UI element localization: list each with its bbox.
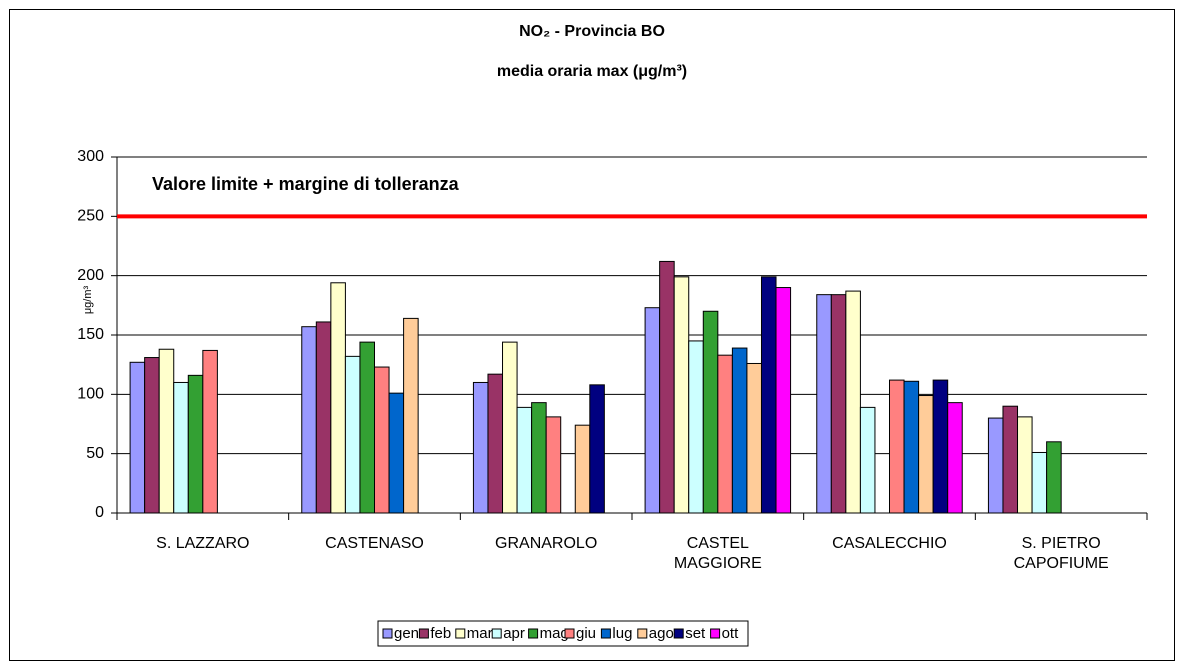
bar — [330, 282, 346, 514]
legend-label: ott — [722, 625, 740, 642]
bar — [830, 294, 847, 514]
legend-label: mar — [467, 625, 493, 642]
bar — [746, 362, 762, 514]
bar — [301, 326, 317, 514]
legend-label: giu — [576, 625, 596, 642]
bar — [531, 402, 547, 514]
x-tick-label: GRANAROLO — [495, 535, 598, 552]
bar — [144, 357, 160, 514]
y-tick-label: 0 — [95, 504, 104, 521]
y-tick-label: 100 — [77, 386, 104, 403]
bar — [760, 276, 777, 514]
bar — [472, 381, 489, 514]
y-tick-label: 200 — [77, 267, 104, 284]
bar — [545, 416, 562, 514]
bar — [918, 395, 934, 514]
bar — [688, 340, 704, 514]
bar — [202, 349, 218, 514]
x-tick-label: S. LAZZARO — [156, 535, 250, 552]
bar — [889, 379, 905, 514]
x-tick-label: S. PIETRO CAPOFIUME — [1013, 535, 1109, 572]
bar — [502, 341, 518, 514]
legend-box — [377, 620, 749, 647]
bar — [129, 361, 146, 514]
legend-label: gen — [394, 625, 419, 642]
bar — [1002, 405, 1019, 514]
legend-swatch — [418, 628, 429, 639]
bar — [644, 307, 661, 514]
bar — [845, 290, 861, 514]
x-tick-label: CASALECCHIO — [832, 535, 947, 552]
bar — [932, 379, 949, 514]
legend-swatch — [491, 628, 502, 639]
bar — [775, 287, 792, 514]
legend-label: ago — [649, 625, 674, 642]
bar — [987, 417, 1004, 514]
y-tick-label: 50 — [86, 445, 104, 462]
bar — [1031, 451, 1048, 514]
legend-swatch — [382, 628, 393, 639]
bar — [516, 406, 533, 514]
bar — [403, 317, 419, 514]
y-axis-label: μg/m³ — [82, 285, 94, 314]
bar — [388, 392, 405, 514]
chart-title: NO₂ - Provincia BO — [519, 23, 665, 40]
bar — [574, 424, 591, 514]
bar — [717, 354, 733, 514]
legend-swatch — [600, 628, 611, 639]
legend-swatch — [710, 628, 721, 639]
legend-label: feb — [430, 625, 451, 642]
legend-label: mag — [540, 625, 569, 642]
bar — [1017, 416, 1033, 514]
bar — [487, 373, 504, 514]
legend-swatch — [637, 628, 648, 639]
bar — [173, 381, 189, 514]
bar — [859, 406, 876, 514]
bar — [187, 374, 204, 514]
bar — [947, 402, 963, 514]
bar — [374, 366, 390, 514]
bar — [673, 276, 690, 514]
x-tick-label: CASTEL MAGGIORE — [673, 535, 762, 572]
legend-label: lug — [612, 625, 632, 642]
bar — [1046, 441, 1062, 514]
bar — [903, 380, 920, 514]
bar — [589, 384, 605, 514]
y-tick-label: 250 — [77, 208, 104, 225]
y-tick-label: 300 — [77, 148, 104, 165]
bar — [359, 341, 375, 514]
x-tick-label: CASTENASO — [325, 535, 424, 552]
limit-label: Valore limite + margine di tolleranza — [152, 174, 460, 194]
bar — [816, 294, 832, 514]
bar — [731, 347, 748, 514]
y-tick-label: 150 — [77, 326, 104, 343]
legend-swatch — [528, 628, 539, 639]
legend-swatch — [564, 628, 575, 639]
chart-subtitle: media oraria max (μg/m³) — [497, 63, 687, 80]
legend-label: apr — [503, 625, 525, 642]
bar — [702, 310, 719, 514]
bar — [344, 355, 361, 514]
bar — [659, 260, 675, 514]
legend-swatch — [455, 628, 466, 639]
bar — [158, 348, 175, 514]
legend-swatch — [673, 628, 684, 639]
legend-label: set — [685, 625, 706, 642]
bar — [315, 321, 332, 514]
